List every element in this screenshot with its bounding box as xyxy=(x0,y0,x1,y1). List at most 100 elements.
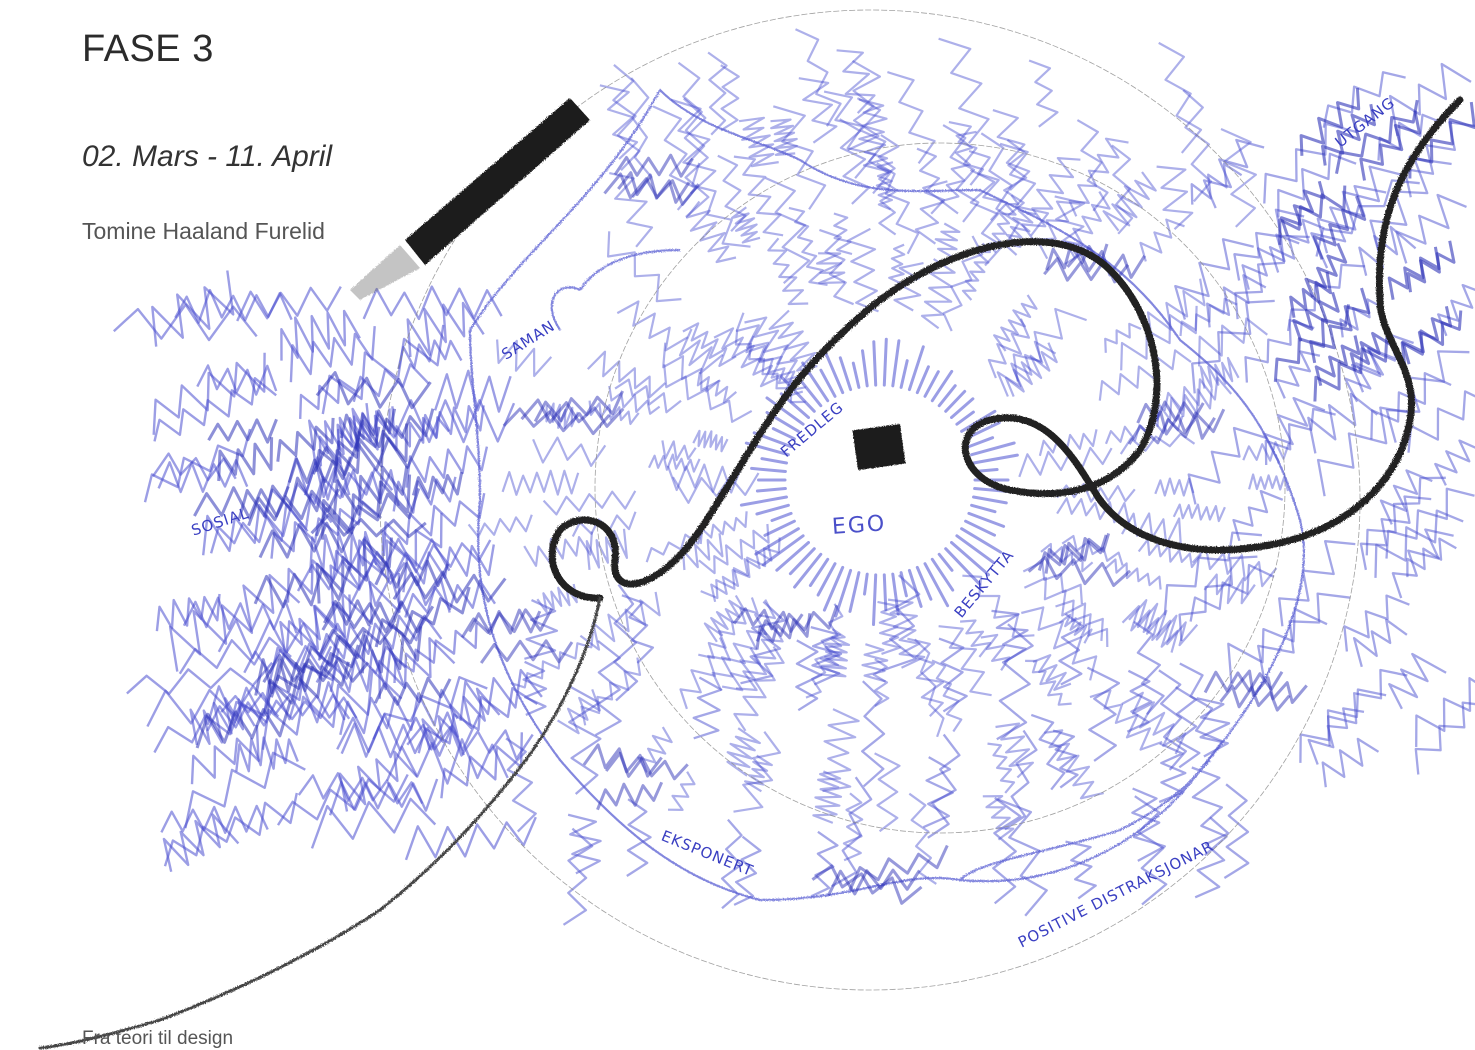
ego-ring-tick xyxy=(891,339,901,388)
scribble-stroke xyxy=(992,796,1022,905)
ego-ring-tick xyxy=(760,457,788,465)
scribble-stroke xyxy=(811,864,923,905)
scribble-stroke xyxy=(934,222,961,258)
scribble-stroke xyxy=(1232,489,1284,542)
scribble-stroke xyxy=(405,445,489,488)
scribble-stroke xyxy=(1414,701,1475,775)
scribble-stroke xyxy=(1052,729,1079,789)
scribble-stroke xyxy=(707,51,728,136)
ego-ring-tick xyxy=(872,573,878,626)
scribble-stroke xyxy=(1280,180,1326,237)
scribble-stroke xyxy=(1203,573,1256,605)
ego-ring-tick xyxy=(937,552,954,572)
scribble-stroke xyxy=(567,813,602,875)
scribble-stroke xyxy=(227,648,340,732)
ego-ring-tick xyxy=(950,541,990,577)
scribble-stroke xyxy=(360,626,423,674)
scribble-stroke xyxy=(888,243,906,285)
scribble-stroke xyxy=(1434,439,1475,486)
ego-ring-tick xyxy=(923,562,950,608)
scribble-stroke xyxy=(315,371,432,410)
scribble-stroke xyxy=(1191,546,1278,588)
scribble-stroke xyxy=(733,835,762,906)
scribble-stroke xyxy=(876,162,920,255)
scribble-stroke xyxy=(1316,406,1414,497)
scribble-stroke xyxy=(562,827,594,926)
ego-ring-tick xyxy=(907,568,923,608)
scribble-stroke xyxy=(1312,195,1367,260)
scribble-stroke xyxy=(1194,816,1230,899)
scribble-stroke xyxy=(1028,59,1059,128)
scribble-stroke xyxy=(496,339,553,377)
scribble-stroke xyxy=(237,476,326,520)
scribble-stroke xyxy=(261,668,403,750)
ego-ring-tick xyxy=(755,503,790,516)
scribble-stroke xyxy=(881,574,921,672)
scribble-stroke xyxy=(1098,349,1192,401)
scribble-stroke xyxy=(373,676,452,706)
ego-ring-tick xyxy=(944,389,967,413)
scribble-stroke xyxy=(670,98,717,195)
scribble-stroke xyxy=(1163,531,1263,616)
scribble-stroke xyxy=(1104,322,1142,353)
scribble-stroke xyxy=(126,661,274,695)
scribble-stroke xyxy=(392,476,457,514)
scribble-stroke xyxy=(411,471,464,499)
scribble-stroke xyxy=(1055,599,1109,648)
scribble-stroke xyxy=(962,574,1035,638)
scribble-stroke xyxy=(987,742,1016,794)
scribble-stroke xyxy=(318,616,425,655)
scribble-stroke xyxy=(948,121,985,186)
scribble-stroke xyxy=(596,781,664,811)
scribble-stroke xyxy=(698,523,770,575)
scribble-stroke xyxy=(942,235,984,332)
scribble-stroke xyxy=(1126,669,1153,733)
ego-ring-tick xyxy=(967,511,1006,528)
scribble-stroke xyxy=(938,625,992,697)
scribble-stroke xyxy=(146,684,280,728)
ego-ring-tick xyxy=(819,368,837,398)
scribble-stroke xyxy=(613,583,639,702)
scribble-stroke xyxy=(311,437,422,476)
scribble-stroke xyxy=(1199,356,1240,389)
ego-ring-tick xyxy=(899,359,909,389)
scribble-stroke xyxy=(616,300,689,352)
scribble-stroke xyxy=(501,469,580,496)
scribble-stroke xyxy=(987,318,1030,379)
scribble-stroke xyxy=(184,751,306,829)
scribble-stroke xyxy=(378,637,456,699)
ego-ring-tick xyxy=(761,534,805,567)
ego-ring-tick xyxy=(970,441,1016,457)
ego-ring-tick xyxy=(750,466,787,473)
scribble-stroke xyxy=(1156,165,1194,231)
scribble-stroke xyxy=(679,637,732,710)
scribble-stroke xyxy=(1021,157,1081,243)
scribble-stroke xyxy=(798,77,838,144)
ego-ring-tick xyxy=(955,410,975,426)
scribble-stroke xyxy=(557,689,601,735)
scribble-stroke xyxy=(1086,666,1121,762)
scribble-stroke xyxy=(1003,139,1028,217)
ego-ring-tick xyxy=(739,495,788,507)
scribble-stroke xyxy=(1104,558,1162,590)
scribble-stroke xyxy=(579,591,661,651)
scribble-stroke xyxy=(914,180,948,245)
scribble-stroke xyxy=(404,579,497,618)
scribble-stroke xyxy=(340,722,465,759)
scribble-stroke xyxy=(996,340,1057,397)
scribble-stroke xyxy=(733,731,781,813)
scribble-stroke xyxy=(209,507,309,554)
scribble-stroke xyxy=(744,754,773,793)
scribble-stroke xyxy=(160,804,269,834)
scribble-stroke xyxy=(1004,342,1058,398)
scribble-stroke xyxy=(406,301,485,358)
scribble-stroke xyxy=(153,702,269,754)
scribble-stroke xyxy=(1374,509,1464,578)
scribble-stroke xyxy=(523,531,593,567)
scribble-stroke xyxy=(1018,446,1113,478)
ego-ring-tick xyxy=(915,565,933,601)
scribble-stroke xyxy=(612,64,641,171)
scribble-stroke xyxy=(1065,840,1097,900)
ego-ring-tick xyxy=(848,571,861,613)
scribble-stroke xyxy=(812,770,843,824)
